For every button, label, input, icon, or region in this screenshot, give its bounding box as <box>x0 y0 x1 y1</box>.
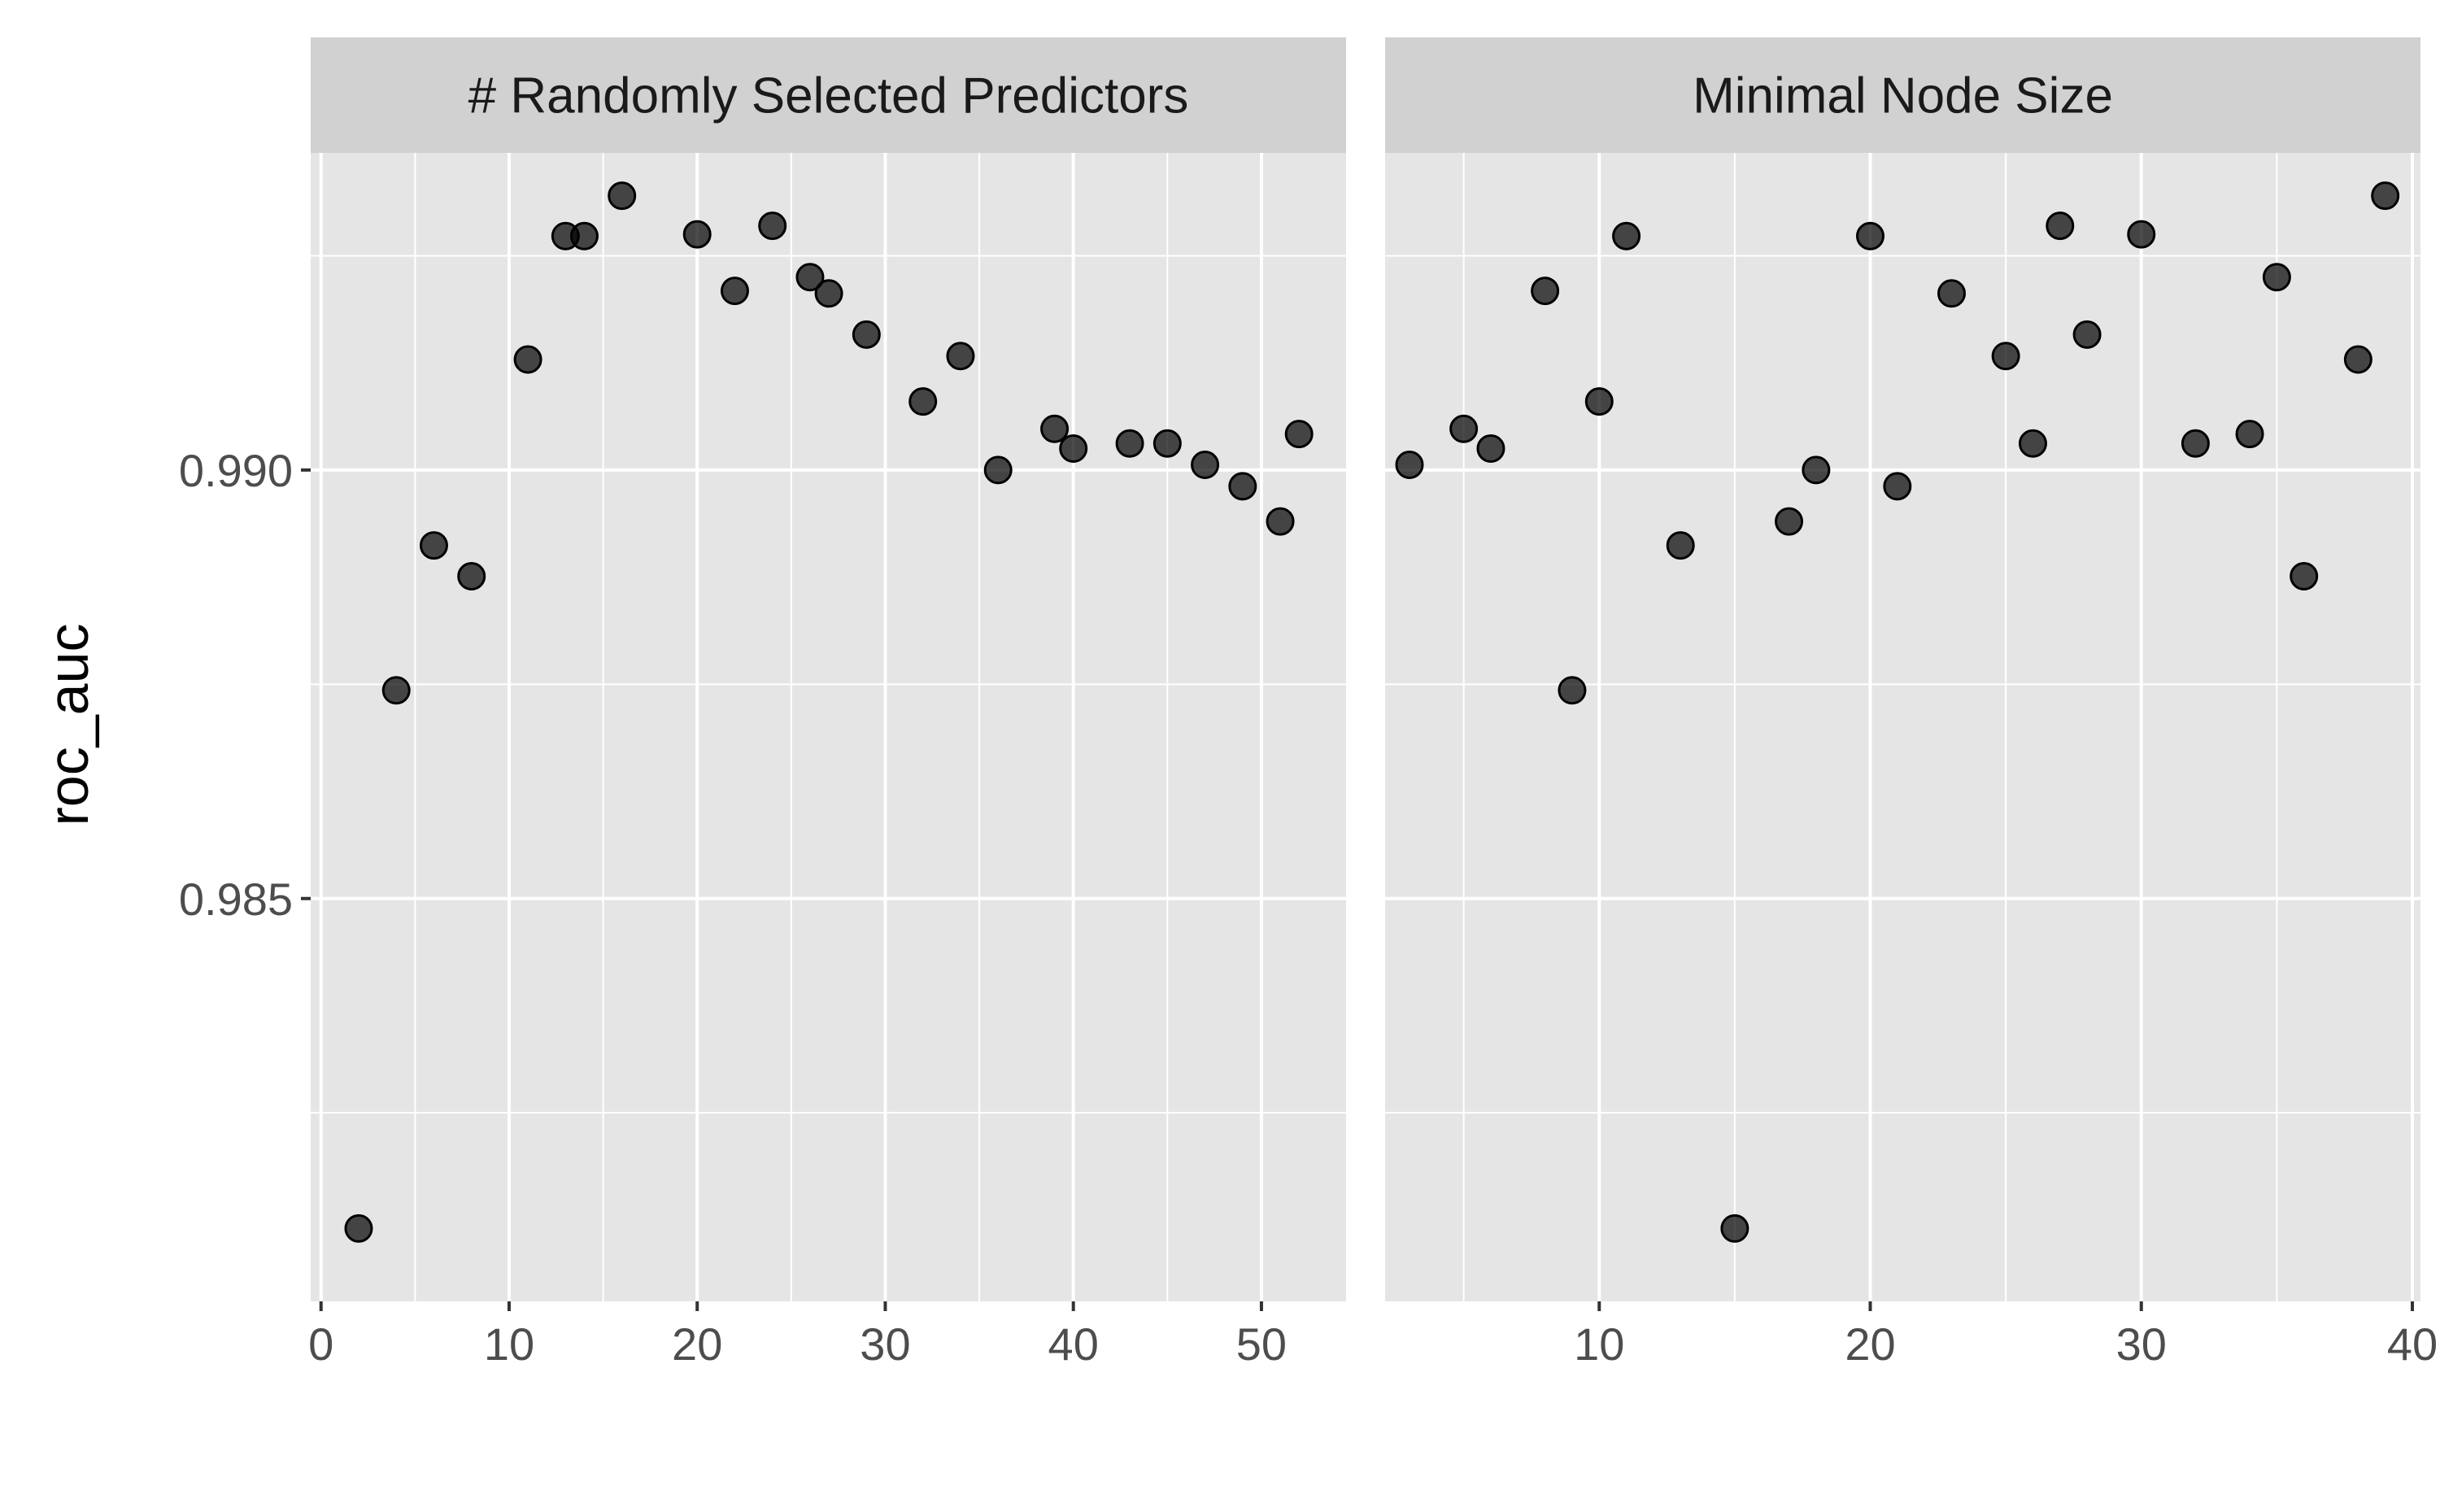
panels-layer: # Randomly Selected Predictors 0 10 20 30 40 5… <box>308 37 2438 1370</box>
data-point <box>1937 279 1966 308</box>
data-point <box>2235 420 2264 449</box>
data-point <box>814 279 843 308</box>
x-tick-label: 0 <box>308 1318 333 1370</box>
facet-strip <box>311 37 1346 153</box>
data-point <box>908 387 938 416</box>
data-point <box>983 455 1013 485</box>
x-tick-label: 40 <box>1048 1318 1099 1370</box>
x-tick-label: 20 <box>672 1318 722 1370</box>
data-point <box>1266 507 1295 536</box>
data-point <box>1395 451 1424 480</box>
data-point <box>2127 220 2156 249</box>
data-point <box>1059 434 1088 464</box>
data-point <box>2262 263 2291 292</box>
x-tick-label: 30 <box>2116 1318 2167 1370</box>
data-point <box>1612 221 1641 251</box>
data-point <box>2371 181 2400 211</box>
data-point <box>1666 531 1695 560</box>
x-tick-label: 10 <box>1574 1318 1624 1370</box>
data-point <box>513 345 542 374</box>
data-point <box>344 1214 373 1243</box>
data-point <box>1152 429 1182 458</box>
facet-strip-label: # Randomly Selected Predictors <box>468 68 1189 124</box>
x-tick-label: 20 <box>1845 1318 1895 1370</box>
data-point <box>2181 429 2210 458</box>
data-point <box>569 221 599 251</box>
x-tick-label: 50 <box>1236 1318 1287 1370</box>
data-point <box>1476 434 1505 464</box>
data-point <box>1115 429 1144 458</box>
data-point <box>1531 277 1560 306</box>
data-point <box>1802 455 1831 485</box>
data-point <box>381 676 411 705</box>
data-point <box>758 211 787 241</box>
facet-strip <box>1385 37 2420 153</box>
data-point <box>946 342 975 371</box>
panel-background <box>1385 153 2420 1301</box>
panel-background <box>311 153 1346 1301</box>
data-point <box>1284 420 1314 449</box>
data-point <box>1991 342 2020 371</box>
y-tick-label: 0.990 <box>179 445 293 496</box>
data-point <box>419 531 448 560</box>
data-point <box>682 220 712 249</box>
data-point <box>2290 562 2319 591</box>
y-axis-title: roc_auc <box>37 623 100 826</box>
facet-panel: # Randomly Selected Predictors 0 10 20 30 40 5… <box>308 37 1346 1370</box>
x-tick-label: 10 <box>484 1318 534 1370</box>
facet-panel: Minimal Node Size 10 20 30 40 <box>1385 37 2438 1370</box>
data-point <box>2072 320 2102 349</box>
data-point <box>1040 414 1070 443</box>
data-point <box>795 263 825 292</box>
data-point <box>1191 451 1220 480</box>
data-point <box>1856 221 1885 251</box>
data-point <box>1228 472 1257 501</box>
data-point <box>608 181 637 211</box>
data-point <box>720 277 749 306</box>
data-point <box>1449 414 1479 443</box>
facet-strip-label: Minimal Node Size <box>1693 68 2113 124</box>
x-tick-label: 30 <box>860 1318 910 1370</box>
data-point <box>1558 676 1587 705</box>
y-tick-label: 0.985 <box>179 874 293 925</box>
data-point <box>457 562 486 591</box>
x-tick-label: 40 <box>2387 1318 2438 1370</box>
data-point <box>1584 387 1614 416</box>
data-point <box>1720 1214 1749 1243</box>
data-point <box>2018 429 2047 458</box>
data-point <box>1883 472 1912 501</box>
y-axis: 0.985 0.990 <box>179 445 311 925</box>
data-point <box>2046 211 2075 241</box>
data-point <box>2343 345 2372 374</box>
data-point <box>1775 507 1804 536</box>
data-point <box>852 320 881 349</box>
